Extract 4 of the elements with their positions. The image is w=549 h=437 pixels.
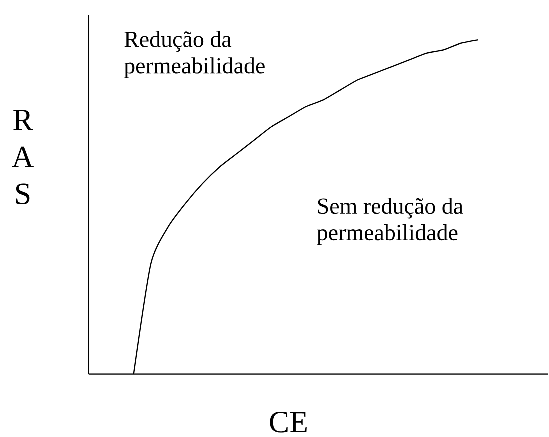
annotation: Sem redução da permeabilidade xyxy=(317,198,464,246)
x-axis-title: CE xyxy=(270,412,307,434)
annotation: Redução da permeabilidade xyxy=(124,31,265,79)
y-axis-title: RAS xyxy=(12,110,34,205)
